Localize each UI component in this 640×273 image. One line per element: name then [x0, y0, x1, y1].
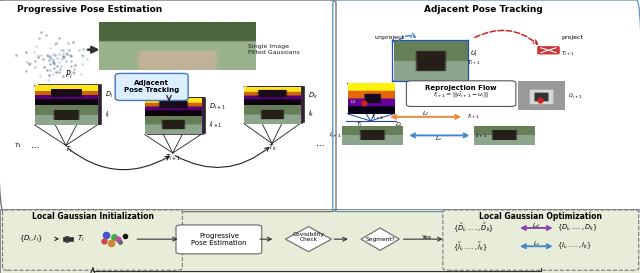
Text: 📷: 📷	[65, 235, 69, 242]
Text: $U_i$: $U_i$	[470, 49, 477, 59]
Text: $T_1$: $T_1$	[15, 141, 22, 150]
Text: $\tilde{f}_{i+1}$: $\tilde{f}_{i+1}$	[371, 112, 385, 122]
Text: $\{\tilde{I}_i,...,\tilde{I}_k\}$: $\{\tilde{I}_i,...,\tilde{I}_k\}$	[453, 240, 488, 253]
Text: Adjacent
Pose Tracking: Adjacent Pose Tracking	[124, 80, 179, 93]
Text: $\{I_i,...,I_k\}$: $\{I_i,...,I_k\}$	[557, 241, 591, 251]
Text: $T_{i+1}$: $T_{i+1}$	[467, 58, 481, 67]
Text: $P_i$: $P_i$	[65, 69, 73, 81]
Text: $T_{i+1}$: $T_{i+1}$	[165, 153, 180, 163]
Bar	[248, 86, 304, 122]
Text: $T_{i+1}$: $T_{i+1}$	[561, 49, 574, 58]
Text: Reprojection Flow: Reprojection Flow	[425, 85, 497, 91]
FancyBboxPatch shape	[406, 81, 516, 106]
Text: unproject: unproject	[374, 35, 404, 40]
Text: $T_i$: $T_i$	[65, 145, 73, 155]
Text: $T_i$: $T_i$	[77, 234, 84, 244]
Text: $\cdots$: $\cdots$	[30, 141, 39, 150]
FancyBboxPatch shape	[3, 210, 182, 270]
Text: $L_f$: $L_f$	[422, 109, 429, 118]
Text: $I_i$: $I_i$	[105, 110, 110, 120]
Text: $L_c$: $L_c$	[532, 239, 540, 248]
Text: Yes: Yes	[422, 235, 433, 240]
FancyBboxPatch shape	[538, 46, 559, 54]
Bar	[0, 209, 640, 273]
Text: Local Gaussian Optimization: Local Gaussian Optimization	[479, 212, 602, 221]
Polygon shape	[361, 228, 399, 250]
Text: $L_d$: $L_d$	[532, 221, 540, 230]
Polygon shape	[285, 227, 332, 252]
Text: $u_i$: $u_i$	[350, 98, 357, 105]
Text: $f_{i+1}$: $f_{i+1}$	[467, 112, 481, 121]
Text: project: project	[562, 35, 584, 40]
Bar	[38, 84, 101, 124]
Text: Progressive
Pose Estimation: Progressive Pose Estimation	[191, 233, 246, 246]
Text: $\{D_i,...,D_k\}$: $\{D_i,...,D_k\}$	[557, 223, 598, 233]
Text: Segment?: Segment?	[365, 237, 395, 242]
Text: $T_i$: $T_i$	[356, 120, 363, 129]
Text: $I_k$: $I_k$	[308, 109, 315, 119]
Text: $D_i$: $D_i$	[395, 120, 403, 129]
Text: $\{D_i, I_i\}$: $\{D_i, I_i\}$	[19, 234, 44, 244]
Text: Check: Check	[300, 237, 317, 242]
Text: Single Image
Fitted Gaussians: Single Image Fitted Gaussians	[248, 44, 300, 55]
Text: $\hat{u}_{i+1}$: $\hat{u}_{i+1}$	[568, 91, 582, 101]
FancyBboxPatch shape	[176, 225, 262, 254]
Bar	[63, 237, 73, 241]
Text: $D_k$: $D_k$	[308, 91, 318, 101]
Text: Progressive Pose Estimation: Progressive Pose Estimation	[17, 5, 162, 14]
Text: $\tilde{f}_{i+1} = ||\hat{u}_{i+1} - u_i||$: $\tilde{f}_{i+1} = ||\hat{u}_{i+1} - u_i…	[433, 90, 488, 100]
Text: $\cdots$: $\cdots$	[315, 139, 324, 148]
Bar	[147, 97, 203, 134]
Bar	[246, 86, 302, 123]
Text: $T_k$: $T_k$	[268, 143, 276, 153]
Text: $D_i$: $D_i$	[105, 90, 113, 100]
Text: $\{\tilde{D}_i,...,\tilde{D}_k\}$: $\{\tilde{D}_i,...,\tilde{D}_k\}$	[453, 222, 495, 234]
Bar	[36, 85, 99, 124]
Text: $D_{i+1}$: $D_{i+1}$	[209, 102, 225, 112]
Text: Covisibility: Covisibility	[292, 232, 324, 237]
Text: Adjacent Pose Tracking: Adjacent Pose Tracking	[424, 5, 543, 14]
Text: Local Gaussian Initialization: Local Gaussian Initialization	[32, 212, 154, 221]
Bar	[148, 96, 205, 133]
FancyBboxPatch shape	[443, 210, 639, 270]
Text: $\tilde{I}_{i+1}$: $\tilde{I}_{i+1}$	[329, 130, 342, 140]
Text: $L_c$: $L_c$	[435, 134, 443, 143]
Text: $I_{i+1}$: $I_{i+1}$	[475, 131, 488, 140]
FancyBboxPatch shape	[115, 73, 188, 100]
Text: $I_{i+1}$: $I_{i+1}$	[209, 120, 222, 130]
